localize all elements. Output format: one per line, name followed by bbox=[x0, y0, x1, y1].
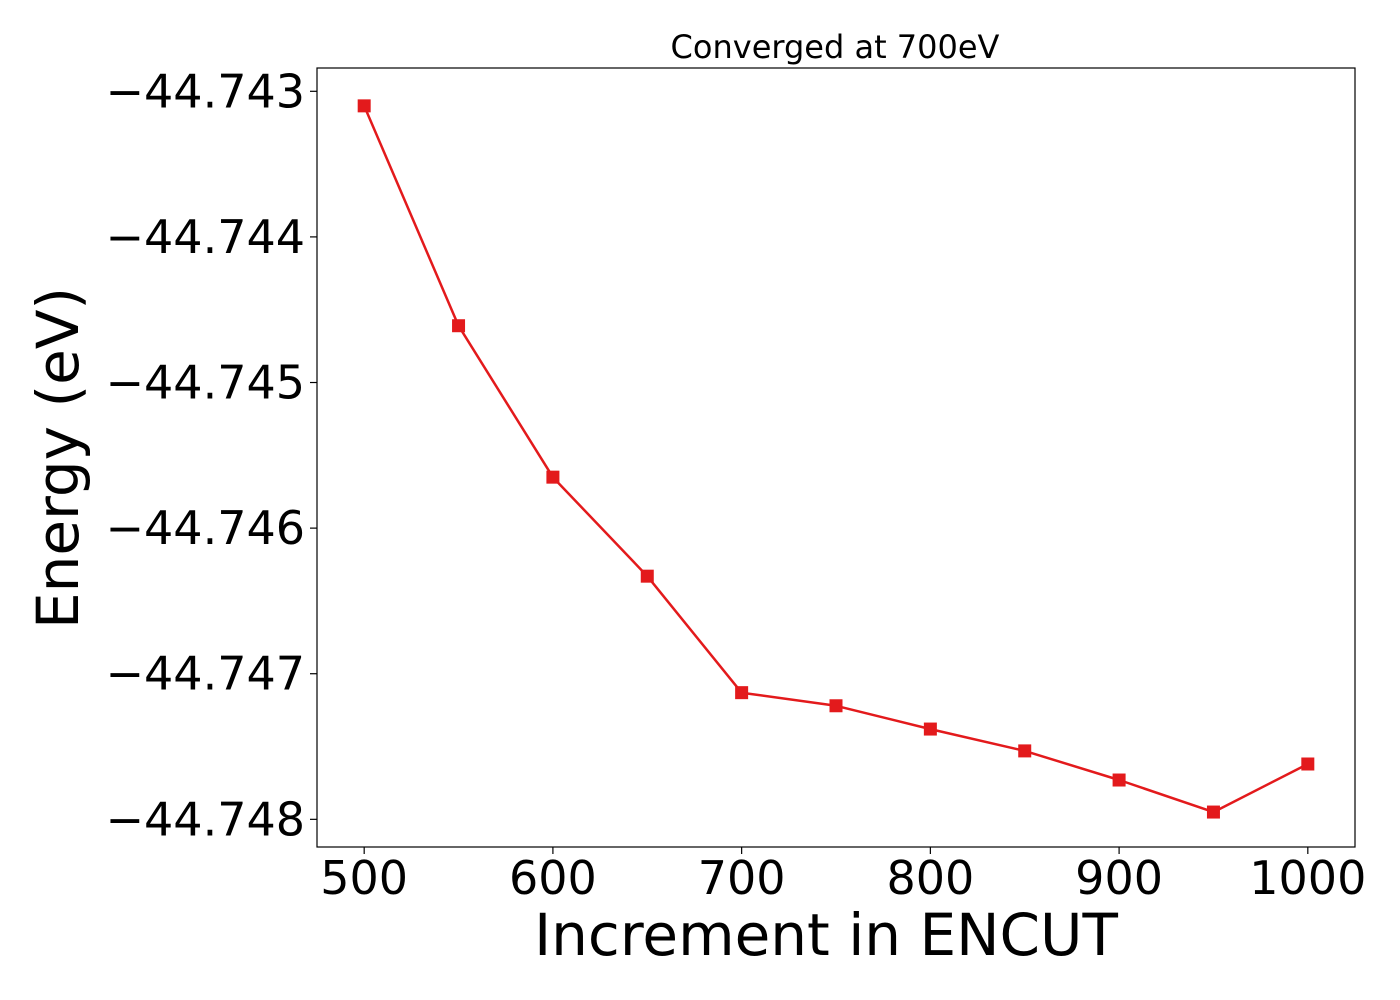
series-layer bbox=[357, 99, 1315, 819]
data-point-marker bbox=[735, 686, 749, 700]
chart-title: Converged at 700eV bbox=[671, 28, 1000, 66]
x-axis-label: Increment in ENCUT bbox=[534, 901, 1118, 969]
y-tick-label: −44.746 bbox=[106, 501, 306, 555]
data-point-marker bbox=[1206, 805, 1220, 819]
x-tick-label: 600 bbox=[509, 851, 597, 905]
x-tick-label: 500 bbox=[320, 851, 408, 905]
plot-area-frame bbox=[316, 67, 1356, 848]
x-axis: 500 600 700 800 900 1000 bbox=[320, 847, 1366, 905]
data-point-marker bbox=[829, 699, 843, 713]
y-tick-label: −44.748 bbox=[106, 792, 306, 846]
data-point-marker bbox=[357, 99, 371, 113]
x-tick-label: 900 bbox=[1075, 851, 1163, 905]
x-tick-label: 800 bbox=[886, 851, 974, 905]
data-point-marker bbox=[546, 470, 560, 484]
x-tick-label: 700 bbox=[698, 851, 786, 905]
y-axis-label: Energy (eV) bbox=[24, 287, 92, 629]
y-tick-label: −44.745 bbox=[106, 356, 306, 410]
y-tick-label: −44.747 bbox=[106, 647, 306, 701]
data-point-marker bbox=[452, 319, 466, 333]
data-point-marker bbox=[640, 569, 654, 583]
data-point-marker bbox=[1112, 773, 1126, 787]
x-tick-label: 1000 bbox=[1249, 851, 1366, 905]
y-axis: −44.743 −44.744 −44.745 −44.746 −44.747 −44.7… bbox=[106, 64, 317, 846]
data-point-marker bbox=[1018, 744, 1032, 758]
data-point-marker bbox=[1301, 757, 1315, 771]
y-tick-label: −44.744 bbox=[106, 210, 306, 264]
y-tick-label: −44.743 bbox=[106, 64, 306, 118]
data-point-marker bbox=[923, 722, 937, 736]
